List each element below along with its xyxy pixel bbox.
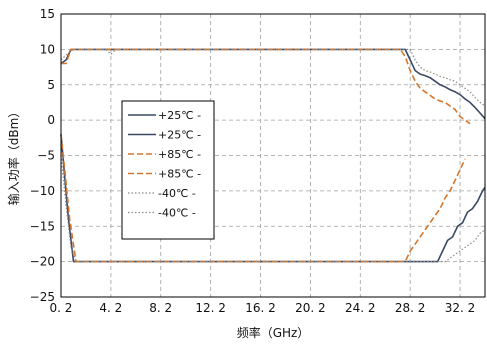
x-tick-label: 12. 2	[195, 301, 226, 315]
y-tick-label: −15	[30, 219, 55, 233]
tick-labels: 0. 2 4. 2 8. 2 12. 2 16. 2 20. 2 24. 2 28. 2 32.…	[30, 7, 476, 315]
legend-label: -40℃ -	[158, 187, 196, 200]
plot-frame	[60, 13, 486, 298]
y-axis-label: 输入功率（dBm）	[6, 106, 21, 206]
legend-box	[121, 100, 215, 240]
legend-label: +85℃ -	[158, 148, 201, 161]
y-tick-label: 5	[47, 78, 55, 92]
plot-series	[60, 48, 486, 263]
y-tick-label: 0	[47, 113, 55, 127]
x-axis-label: 频率（GHz）	[237, 325, 310, 340]
x-tick-label: 32. 2	[445, 301, 476, 315]
legend: +25℃ - +25℃ - +85℃ - +85℃ - -40℃ - -40℃ -	[121, 100, 215, 240]
legend-label: +25℃ -	[158, 129, 201, 142]
y-tick-label: −10	[30, 184, 55, 198]
legend-label: -40℃ -	[158, 207, 196, 220]
x-tick-label: 20. 2	[295, 301, 326, 315]
y-tick-label: 15	[40, 7, 55, 21]
y-tick-label: 10	[40, 42, 55, 56]
series-line	[60, 134, 486, 263]
y-tick-label: −5	[37, 149, 55, 163]
x-tick-label: 4. 2	[99, 301, 122, 315]
series-line	[60, 155, 486, 263]
series-line	[61, 48, 471, 125]
series-line	[60, 48, 486, 120]
legend-label: +85℃ -	[158, 168, 201, 181]
x-tick-label: 24. 2	[345, 301, 376, 315]
x-tick-label: 16. 2	[245, 301, 276, 315]
x-tick-label: 8. 2	[149, 301, 172, 315]
x-tick-label: 0. 2	[50, 301, 73, 315]
series-line	[60, 48, 486, 107]
y-tick-label: −25	[30, 290, 55, 304]
series-line	[60, 134, 466, 263]
legend-label: +25℃ -	[158, 109, 201, 122]
y-tick-label: −20	[30, 255, 55, 269]
x-tick-label: 28. 2	[395, 301, 426, 315]
